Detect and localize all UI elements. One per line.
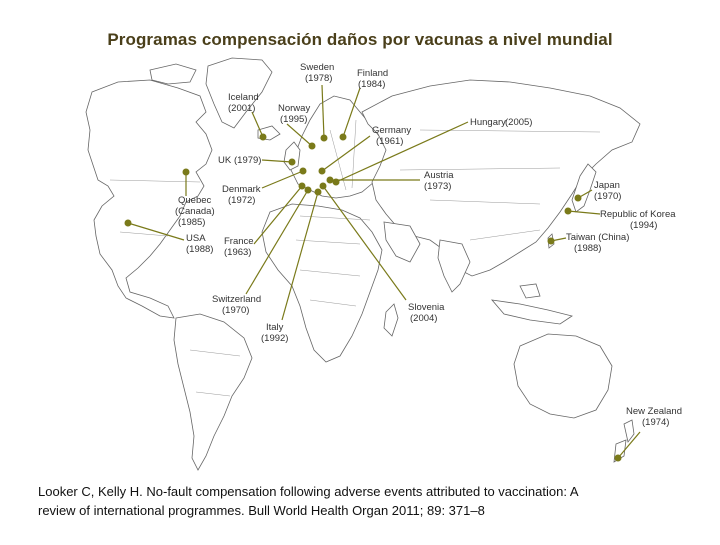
label-taiwan-name: Taiwan (China) [566, 232, 629, 243]
label-austria-name: Austria [424, 170, 454, 181]
marker-quebec [182, 168, 190, 176]
page-title: Programas compensación daños por vacunas… [107, 30, 613, 49]
label-norway-year: (1995) [280, 114, 307, 125]
label-quebec-name2: (Canada) [175, 206, 215, 217]
label-korea-year: (1994) [630, 220, 657, 231]
label-finland-year: (1984) [358, 79, 385, 90]
label-switzerland-name: Switzerland [212, 294, 261, 305]
label-usa-name: USA [186, 233, 206, 244]
label-quebec-name: Quebec [178, 195, 212, 206]
leader-germany [321, 135, 371, 172]
marker-korea [564, 207, 572, 215]
leader-hungary [335, 121, 469, 183]
new-zealand-shape [613, 419, 635, 463]
label-italy-name: Italy [266, 322, 284, 333]
marker-iceland [259, 133, 267, 141]
leader-newzealand [617, 431, 641, 459]
leader-france [253, 185, 303, 245]
marker-japan [574, 194, 582, 202]
citation-line-2: review of international programmes. Bull… [38, 503, 485, 518]
marker-uk [288, 158, 296, 166]
label-uk-year: (1979) [234, 155, 261, 166]
marker-usa [124, 219, 132, 227]
label-iceland-year: (2001) [228, 103, 255, 114]
leader-slovenia [322, 185, 407, 301]
uk-shape [283, 141, 301, 171]
label-germany-name: Germany [372, 125, 411, 136]
label-slovenia-year: (2004) [410, 313, 437, 324]
label-switzerland-year: (1970) [222, 305, 249, 316]
markers [124, 133, 622, 462]
south-america-shape [173, 313, 253, 471]
marker-switzerland [304, 186, 312, 194]
label-hungary-name: Hungary [470, 117, 506, 128]
madagascar-shape [383, 303, 399, 337]
marker-germany [318, 167, 326, 175]
label-italy-year: (1992) [261, 333, 288, 344]
label-denmark-name: Denmark [222, 184, 261, 195]
land-masses [85, 57, 641, 471]
label-denmark-year: (1972) [228, 195, 255, 206]
leader-switzerland [245, 189, 309, 295]
label-usa-year: (1988) [186, 244, 213, 255]
leader-iceland [251, 111, 264, 138]
label-sweden-name: Sweden [300, 62, 334, 73]
label-iceland-name: Iceland [228, 92, 259, 103]
indonesia-shape [491, 283, 573, 325]
greenland-shape [205, 57, 273, 129]
leader-uk [261, 159, 293, 163]
leader-sweden [321, 84, 325, 139]
marker-taiwan [547, 237, 555, 245]
label-sweden-year: (1978) [305, 73, 332, 84]
australia-shape [513, 333, 613, 419]
label-korea-name: Republic of Korea [600, 209, 676, 220]
marker-newzealand [614, 454, 622, 462]
marker-denmark [299, 167, 307, 175]
label-france-name: France [224, 236, 254, 247]
marker-norway [308, 142, 316, 150]
label-norway-name: Norway [278, 103, 310, 114]
leader-korea [567, 210, 601, 215]
citation: Looker C, Kelly H. No-fault compensation… [38, 482, 698, 520]
leader-italy [281, 191, 319, 321]
label-germany-year: (1961) [376, 136, 403, 147]
asia-shape [361, 79, 641, 277]
marker-italy [314, 188, 322, 196]
label-japan-year: (1970) [594, 191, 621, 202]
leader-norway [286, 123, 313, 147]
label-finland-name: Finland [357, 68, 388, 79]
label-japan-name: Japan [594, 180, 620, 191]
label-slovenia-name: Slovenia [408, 302, 445, 313]
label-uk-name: UK [218, 155, 232, 166]
marker-austria [326, 176, 334, 184]
leader-usa [127, 222, 185, 241]
leader-finland [342, 87, 361, 138]
marker-sweden [320, 134, 328, 142]
marker-finland [339, 133, 347, 141]
north-america-shape [85, 79, 213, 319]
leader-lines [127, 84, 641, 459]
south-asia-shape [383, 221, 471, 293]
label-france-year: (1963) [224, 247, 251, 258]
label-newzealand-year: (1974) [642, 417, 669, 428]
label-newzealand-name: New Zealand [626, 406, 682, 417]
marker-hungary [332, 178, 340, 186]
label-hungary-year: (2005) [505, 117, 532, 128]
marker-slovenia [319, 182, 327, 190]
country-labels: Sweden (1978) Finland (1984) Iceland (20… [175, 62, 682, 428]
citation-line-1: Looker C, Kelly H. No-fault compensation… [38, 484, 579, 499]
label-austria-year: (1973) [424, 181, 451, 192]
label-quebec-year: (1985) [178, 217, 205, 228]
label-taiwan-year: (1988) [574, 243, 601, 254]
leader-denmark [261, 170, 304, 189]
marker-france [298, 182, 306, 190]
arctic-islands-shape [149, 63, 197, 85]
